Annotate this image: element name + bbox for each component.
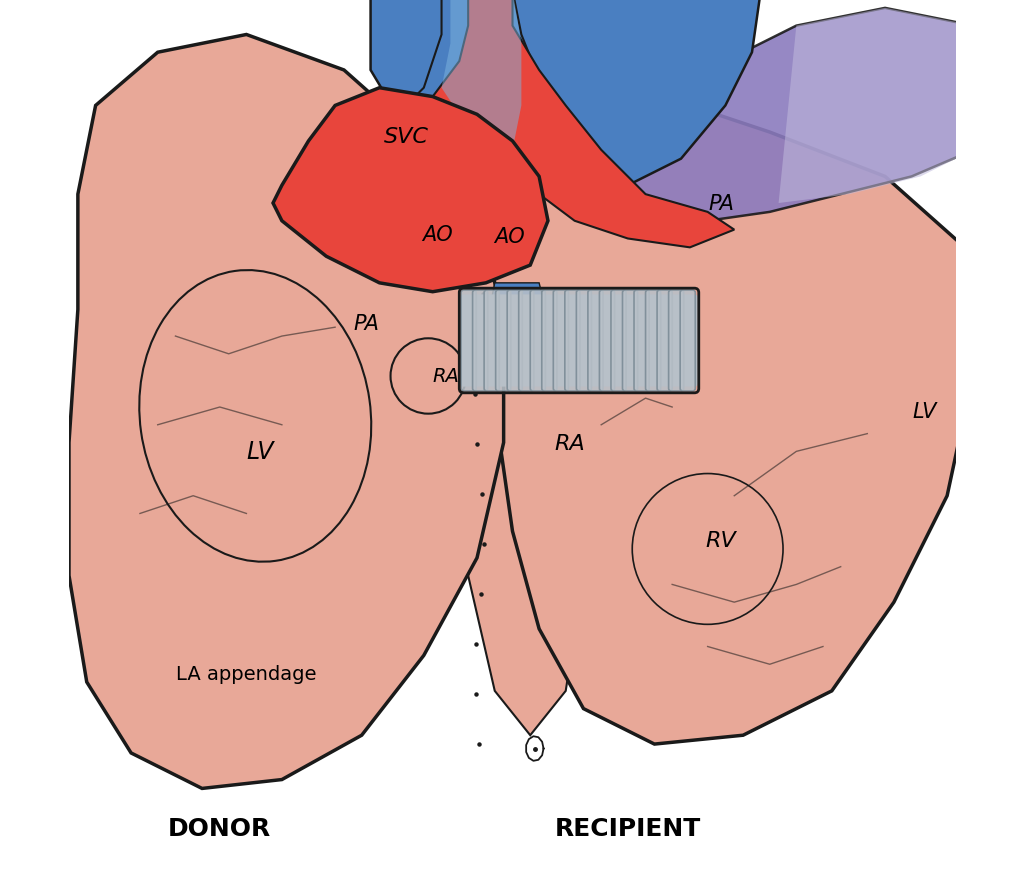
FancyBboxPatch shape xyxy=(484,291,499,392)
Text: LV: LV xyxy=(246,439,274,464)
Polygon shape xyxy=(379,0,557,168)
Text: PA: PA xyxy=(354,314,379,333)
FancyBboxPatch shape xyxy=(668,291,684,392)
Text: RA: RA xyxy=(433,367,459,386)
Polygon shape xyxy=(486,284,548,346)
FancyBboxPatch shape xyxy=(460,295,698,387)
Text: LA appendage: LA appendage xyxy=(176,664,317,683)
Polygon shape xyxy=(433,0,734,248)
FancyBboxPatch shape xyxy=(634,291,649,392)
FancyBboxPatch shape xyxy=(519,291,534,392)
Text: LV: LV xyxy=(913,402,937,422)
Polygon shape xyxy=(273,89,548,292)
FancyBboxPatch shape xyxy=(657,291,672,392)
Text: AO: AO xyxy=(422,225,452,245)
FancyBboxPatch shape xyxy=(646,291,661,392)
Text: DONOR: DONOR xyxy=(168,816,272,841)
FancyBboxPatch shape xyxy=(600,291,615,392)
Text: AO: AO xyxy=(494,227,525,246)
FancyBboxPatch shape xyxy=(554,291,569,392)
Polygon shape xyxy=(779,9,974,204)
Text: RV: RV xyxy=(705,531,736,550)
FancyBboxPatch shape xyxy=(681,291,695,392)
FancyBboxPatch shape xyxy=(542,291,557,392)
Polygon shape xyxy=(442,0,522,151)
FancyBboxPatch shape xyxy=(611,291,626,392)
Polygon shape xyxy=(371,0,761,186)
FancyBboxPatch shape xyxy=(461,291,477,392)
Text: RECIPIENT: RECIPIENT xyxy=(555,816,701,841)
Polygon shape xyxy=(468,310,583,735)
FancyBboxPatch shape xyxy=(588,291,603,392)
FancyBboxPatch shape xyxy=(565,291,580,392)
FancyBboxPatch shape xyxy=(507,291,523,392)
Text: SVC: SVC xyxy=(383,128,428,147)
Polygon shape xyxy=(69,35,503,789)
Text: PA: PA xyxy=(708,194,734,214)
Text: RA: RA xyxy=(555,433,585,453)
FancyBboxPatch shape xyxy=(473,291,488,392)
FancyBboxPatch shape xyxy=(622,291,638,392)
Polygon shape xyxy=(602,9,974,230)
FancyBboxPatch shape xyxy=(576,291,591,392)
FancyBboxPatch shape xyxy=(496,291,510,392)
FancyBboxPatch shape xyxy=(530,291,545,392)
Polygon shape xyxy=(486,89,974,744)
